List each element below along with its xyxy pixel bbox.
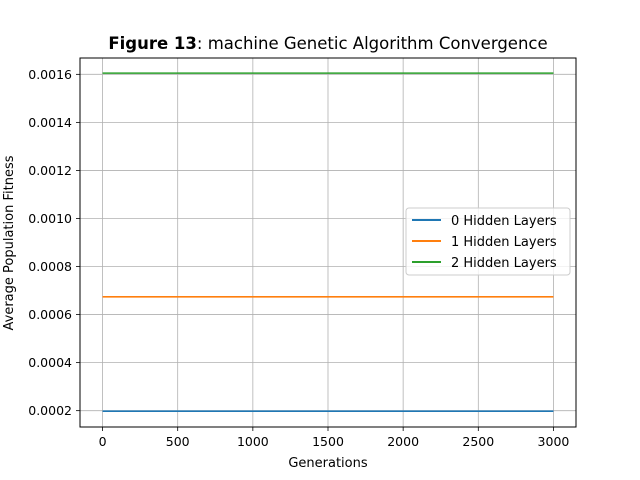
y-tick-label: 0.0008 <box>28 259 72 274</box>
x-axis-ticks: 0 500 1000 1500 2000 2500 3000 <box>99 427 570 449</box>
x-tick-label: 2000 <box>387 434 419 449</box>
y-tick-label: 0.0002 <box>28 403 72 418</box>
x-tick-label: 0 <box>99 434 107 449</box>
y-tick-label: 0.0012 <box>28 163 72 178</box>
chart-title: Figure 13: machine Genetic Algorithm Con… <box>108 34 547 53</box>
y-tick-label: 0.0014 <box>28 115 72 130</box>
chart-title-rest: : machine Genetic Algorithm Convergence <box>197 34 548 53</box>
legend-label: 2 Hidden Layers <box>451 256 557 271</box>
y-tick-label: 0.0004 <box>28 355 72 370</box>
y-axis-label: Average Population Fitness <box>2 155 17 330</box>
x-axis-label: Generations <box>288 456 368 471</box>
x-tick-label: 2500 <box>462 434 494 449</box>
x-tick-label: 1000 <box>237 434 269 449</box>
x-tick-label: 3000 <box>538 434 570 449</box>
legend-label: 0 Hidden Layers <box>451 214 557 229</box>
y-tick-label: 0.0016 <box>28 67 72 82</box>
chart-title-bold: Figure 13 <box>108 34 197 53</box>
x-tick-label: 500 <box>166 434 190 449</box>
series-lines <box>102 72 554 412</box>
legend: 0 Hidden Layers 1 Hidden Layers 2 Hidden L… <box>405 207 571 276</box>
y-tick-label: 0.0006 <box>28 307 72 322</box>
x-tick-label: 1500 <box>312 434 344 449</box>
y-axis-ticks: 0.0002 0.0004 0.0006 0.0008 0.0010 0.0012 0.00… <box>28 67 80 418</box>
y-tick-label: 0.0010 <box>28 211 72 226</box>
legend-entries: 0 Hidden Layers 1 Hidden Layers 2 Hidden L… <box>412 214 557 271</box>
legend-label: 1 Hidden Layers <box>451 235 557 250</box>
legend-box <box>405 207 571 276</box>
